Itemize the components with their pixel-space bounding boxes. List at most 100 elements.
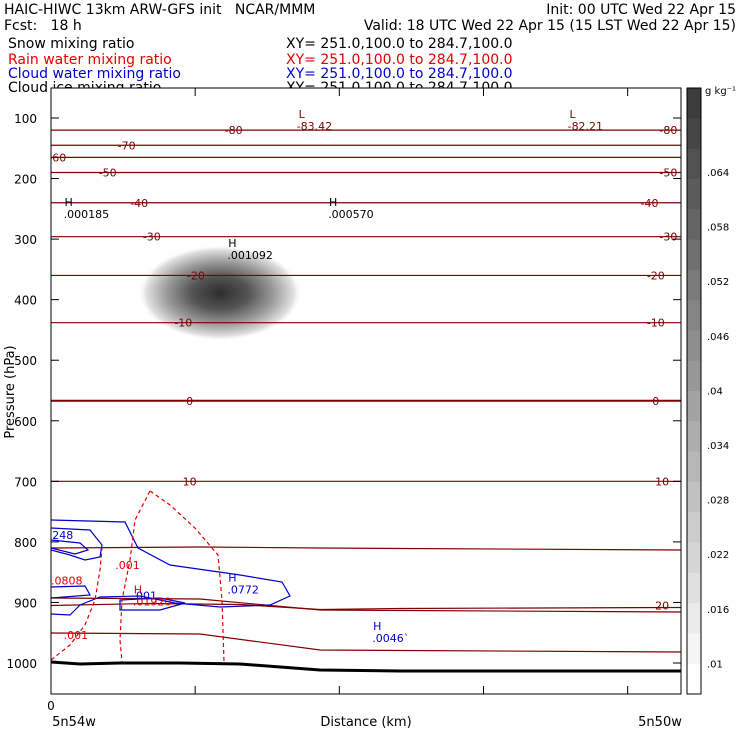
field-cloud-water-xy: XY= 251.0,100.0 to 284.7,100.0 xyxy=(286,66,513,82)
colorbar-swatch xyxy=(687,148,701,180)
colorbar-unit: g kg⁻¹ xyxy=(705,86,736,97)
cloud-water-label: 001 xyxy=(136,589,157,602)
colorbar-tick-label: .064 xyxy=(707,168,729,179)
temperature-contour xyxy=(51,602,681,611)
y-tick-label: 500 xyxy=(14,354,37,368)
extremum-mark: H xyxy=(373,620,381,633)
cloud-water-contours xyxy=(51,519,291,616)
temperature-contour-label: -50 xyxy=(99,167,117,180)
colorbar-swatch xyxy=(687,209,701,240)
distance-axis xyxy=(50,88,629,694)
extremum-value: .000570 xyxy=(328,208,374,221)
x-axis-origin-label: 0 xyxy=(47,699,55,713)
temperature-contour-label: -80 xyxy=(225,124,243,137)
colorbar-swatch xyxy=(687,603,701,634)
colorbar-tick-label: .01 xyxy=(707,659,723,670)
cloud-water-contour xyxy=(119,597,186,611)
temperature-contour-label: -20 xyxy=(187,269,205,282)
y-tick-label: 100 xyxy=(14,112,37,126)
terrain-line xyxy=(51,660,681,673)
y-axis-title: Pressure (hPa) xyxy=(3,345,18,438)
field-rain-xy: XY= 251.0,100.0 to 284.7,100.0 xyxy=(286,52,513,68)
colorbar-swatch xyxy=(687,663,701,695)
header-model-title: HAIC-HIWC 13km ARW-GFS init NCAR/MMM xyxy=(4,2,316,18)
y-tick-label: 200 xyxy=(14,173,37,187)
temperature-contour xyxy=(51,597,681,613)
y-tick-label: 1000 xyxy=(6,657,37,671)
field-snow-xy: XY= 251.0,100.0 to 284.7,100.0 xyxy=(286,36,513,52)
extremum-value: .01920 xyxy=(133,595,172,608)
colorbar-swatch xyxy=(687,481,701,513)
colorbar-swatch xyxy=(687,118,701,150)
extremum-mark: H xyxy=(64,196,72,209)
colorbar-frame xyxy=(686,87,702,695)
x-axis-end-label: 5n50w xyxy=(638,715,682,730)
cloud-water-label: 248 xyxy=(52,529,73,542)
y-tick-label: 300 xyxy=(14,233,37,247)
rain-water-label: .001 xyxy=(115,559,140,572)
extrema-markers: L-83.42L-82.21H.000185H.000570H.001092H.… xyxy=(64,108,603,645)
rain-water-label: .001 xyxy=(64,629,89,642)
y-tick-label: 900 xyxy=(14,596,37,610)
temperature-contour-label: -80 xyxy=(659,124,677,137)
colorbar-swatch xyxy=(687,421,701,453)
cloud-water-contour xyxy=(51,527,103,561)
y-tick-label: 600 xyxy=(14,415,37,429)
temperature-contours xyxy=(51,129,681,653)
x-axis-start-label: 5n54w xyxy=(52,715,96,730)
cloud-water-labels: 248 001 xyxy=(52,529,157,603)
extremum-value: .0046` xyxy=(372,632,409,645)
cloud-water-contour xyxy=(51,539,90,555)
temperature-contour-label: 10 xyxy=(183,475,197,488)
temperature-contour-labels: -80 -80 -70 -60 -50 -50 -40 -40 -30 -30 -20 -20 -10 -… xyxy=(48,124,677,612)
rain-water-contours xyxy=(51,490,225,663)
field-rain-name: Rain water mixing ratio xyxy=(8,52,172,68)
temperature-contour-label: -20 xyxy=(647,269,665,282)
temperature-contour-label: -40 xyxy=(641,197,659,210)
y-tick-label: 400 xyxy=(14,294,37,308)
rain-water-contour xyxy=(119,490,151,663)
temperature-contour-label: -30 xyxy=(659,231,677,244)
colorbar-swatch xyxy=(687,269,701,301)
y-tick-label: 800 xyxy=(14,536,37,550)
temperature-contour-label: 0 xyxy=(652,395,659,408)
colorbar-swatch xyxy=(687,360,701,392)
extremum-mark: L xyxy=(299,108,306,121)
colorbar-tick-label: .04 xyxy=(707,386,723,397)
rain-water-labels: .001 .0808 .001 xyxy=(51,559,140,642)
extremum-mark: H xyxy=(329,196,337,209)
colorbar-tick-label: .022 xyxy=(707,550,729,561)
rain-water-contour xyxy=(149,490,225,663)
colorbar-swatch xyxy=(687,330,701,362)
extremum-value: -83.42 xyxy=(297,120,332,133)
temperature-contour-label: -30 xyxy=(143,231,161,244)
field-cloud-water-name: Cloud water mixing ratio xyxy=(8,66,181,82)
colorbar-swatch xyxy=(687,391,701,422)
colorbar-tick-label: .046 xyxy=(707,332,729,343)
field-snow-name: Snow mixing ratio xyxy=(8,36,135,52)
header-forecast-hour: Fcst: 18 h xyxy=(4,18,82,34)
colorbar-tick-label: .028 xyxy=(707,496,729,507)
colorbar-swatch xyxy=(687,88,701,119)
extremum-mark: L xyxy=(570,108,577,121)
temperature-contour-label: 20 xyxy=(655,599,669,612)
cloud-ice-shaded-max xyxy=(138,245,302,341)
extremum-value: .0772 xyxy=(227,583,259,596)
temperature-contour-label: -40 xyxy=(130,197,148,210)
extremum-mark: H xyxy=(228,237,236,250)
temperature-contour-label: 10 xyxy=(655,475,669,488)
header-init-time: Init: 00 UTC Wed 22 Apr 15 xyxy=(546,2,736,18)
extremum-value: .001092 xyxy=(227,249,273,262)
y-tick-label: 700 xyxy=(14,475,37,489)
cloud-water-contour xyxy=(51,585,91,599)
colorbar-swatch xyxy=(687,239,701,271)
colorbar-swatch xyxy=(687,633,701,665)
colorbar: .064 .058 .052 .046 .04 .034 .028 .022 .016 .01 xyxy=(686,87,729,695)
extremum-value: .000185 xyxy=(64,208,110,221)
colorbar-tick-label: .034 xyxy=(707,441,729,452)
temperature-contour-label: -60 xyxy=(48,151,66,164)
rain-water-label: .0808 xyxy=(51,574,83,587)
temperature-contour xyxy=(51,632,681,653)
